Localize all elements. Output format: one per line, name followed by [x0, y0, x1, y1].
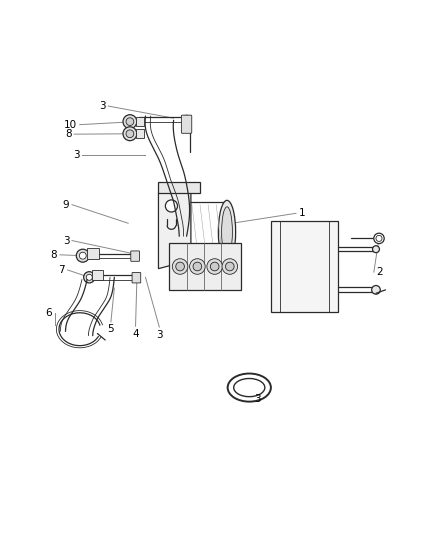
- Text: 3: 3: [73, 150, 79, 160]
- Polygon shape: [159, 193, 191, 269]
- Circle shape: [226, 262, 234, 271]
- Circle shape: [182, 115, 191, 124]
- FancyBboxPatch shape: [131, 251, 139, 261]
- Circle shape: [210, 262, 219, 271]
- Text: 10: 10: [64, 119, 77, 130]
- Ellipse shape: [234, 378, 265, 397]
- Circle shape: [193, 262, 202, 271]
- Circle shape: [172, 259, 188, 274]
- Bar: [92, 270, 103, 280]
- Text: 7: 7: [58, 265, 65, 275]
- Polygon shape: [136, 130, 144, 138]
- Bar: [271, 221, 338, 312]
- Circle shape: [207, 259, 223, 274]
- Text: 4: 4: [132, 329, 139, 339]
- Text: 5: 5: [108, 325, 114, 334]
- Text: 3: 3: [63, 236, 69, 246]
- Circle shape: [376, 236, 382, 241]
- Circle shape: [84, 272, 95, 283]
- Ellipse shape: [228, 374, 271, 402]
- Polygon shape: [136, 117, 144, 126]
- Circle shape: [126, 130, 134, 138]
- Text: 2: 2: [376, 267, 383, 277]
- Text: 3: 3: [99, 101, 106, 111]
- Circle shape: [123, 127, 137, 141]
- Text: 8: 8: [51, 250, 57, 260]
- Circle shape: [190, 259, 205, 274]
- Circle shape: [372, 246, 379, 253]
- Circle shape: [166, 200, 177, 212]
- Text: 3: 3: [156, 329, 162, 340]
- Circle shape: [126, 118, 134, 126]
- Polygon shape: [159, 182, 200, 193]
- Circle shape: [123, 115, 137, 128]
- FancyBboxPatch shape: [132, 272, 141, 283]
- Ellipse shape: [222, 207, 233, 257]
- Bar: [169, 243, 240, 290]
- Circle shape: [86, 274, 92, 280]
- Circle shape: [76, 249, 89, 262]
- Circle shape: [372, 286, 380, 294]
- Bar: [87, 248, 99, 259]
- FancyBboxPatch shape: [181, 115, 192, 133]
- Text: 1: 1: [299, 208, 305, 219]
- Circle shape: [374, 233, 384, 244]
- Ellipse shape: [167, 203, 180, 261]
- Ellipse shape: [166, 205, 175, 259]
- Text: 6: 6: [46, 308, 52, 318]
- Ellipse shape: [219, 200, 236, 263]
- Text: 3: 3: [254, 394, 260, 403]
- Circle shape: [222, 259, 237, 274]
- Circle shape: [176, 262, 184, 271]
- Text: 8: 8: [65, 129, 71, 139]
- Circle shape: [79, 252, 86, 259]
- Text: 9: 9: [63, 200, 69, 209]
